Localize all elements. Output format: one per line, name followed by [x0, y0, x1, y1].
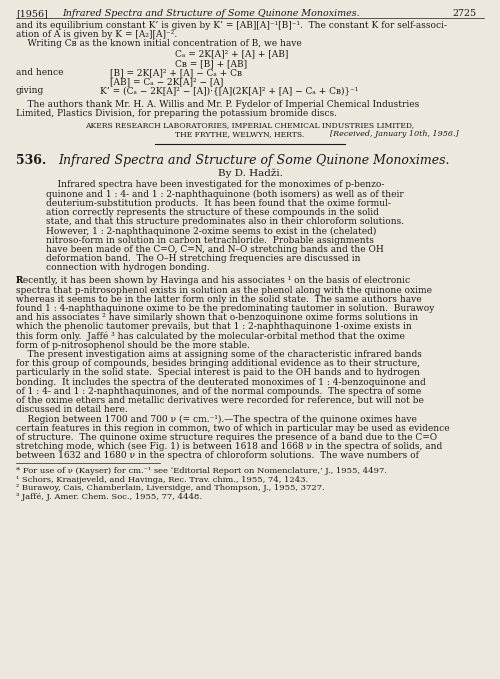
- Text: state, and that this structure predominates also in their chloroform solutions.: state, and that this structure predomina…: [46, 217, 404, 226]
- Text: of 1 : 4- and 1 : 2-naphthaquinones, and of the normal compounds.  The spectra o: of 1 : 4- and 1 : 2-naphthaquinones, and…: [16, 387, 421, 396]
- Text: K’ = (Cₐ − 2K[A]² − [A])·{[A](2K[A]² + [A] − Cₐ + Cʙ)}⁻¹: K’ = (Cₐ − 2K[A]² − [A])·{[A](2K[A]² + […: [100, 86, 358, 96]
- Text: Infrared Spectra and Structure of Some Quinone Monoximes.: Infrared Spectra and Structure of Some Q…: [58, 154, 450, 168]
- Text: ¹ Schors, Kraaijeveld, and Havinga, Rec. Trav. chim., 1955, 74, 1243.: ¹ Schors, Kraaijeveld, and Havinga, Rec.…: [16, 476, 308, 484]
- Text: Limited, Plastics Division, for preparing the potassium bromide discs.: Limited, Plastics Division, for preparin…: [16, 109, 337, 117]
- Text: giving: giving: [16, 86, 44, 96]
- Text: connection with hydrogen bonding.: connection with hydrogen bonding.: [46, 263, 209, 272]
- Text: for this group of compounds, besides bringing additional evidence as to their st: for this group of compounds, besides bri…: [16, 359, 420, 368]
- Text: The present investigation aims at assigning some of the characteristic infrared : The present investigation aims at assign…: [16, 350, 422, 359]
- Text: Infrared Spectra and Structure of Some Quinone Monoximes.: Infrared Spectra and Structure of Some Q…: [62, 9, 360, 18]
- Text: * For use of ν (Kayser) for cm.⁻¹ see ‘Editorial Report on Nomenclature,’ J., 19: * For use of ν (Kayser) for cm.⁻¹ see ‘E…: [16, 467, 387, 475]
- Text: Recently, it has been shown by Havinga and his associates ¹ on the basis of elec: Recently, it has been shown by Havinga a…: [16, 276, 410, 285]
- Text: THE FRYTHE, WELWYN, HERTS.: THE FRYTHE, WELWYN, HERTS.: [175, 130, 304, 139]
- Text: and his associates ² have similarly shown that o-benzoquinone oxime forms soluti: and his associates ² have similarly show…: [16, 313, 418, 323]
- Text: ³ Jaffé, J. Amer. Chem. Soc., 1955, 77, 4448.: ³ Jaffé, J. Amer. Chem. Soc., 1955, 77, …: [16, 493, 202, 501]
- Text: [1956]: [1956]: [16, 9, 48, 18]
- Text: Writing Cʙ as the known initial concentration of B, we have: Writing Cʙ as the known initial concentr…: [16, 39, 302, 48]
- Text: certain features in this region in common, two of which in particular may be use: certain features in this region in commo…: [16, 424, 450, 433]
- Text: Cₐ = 2K[A]² + [A] + [AB]: Cₐ = 2K[A]² + [A] + [AB]: [175, 50, 288, 58]
- Text: which the phenolic tautomer prevails, but that 1 : 2-naphthaquinone 1-oxime exis: which the phenolic tautomer prevails, bu…: [16, 323, 412, 331]
- Text: However, 1 : 2-naphthaquinone 2-oxime seems to exist in the (chelated): However, 1 : 2-naphthaquinone 2-oxime se…: [46, 226, 376, 236]
- Text: By D. Hadži.: By D. Hadži.: [218, 168, 282, 178]
- Text: The authors thank Mr. H. A. Willis and Mr. P. Fydelor of Imperial Chemical Indus: The authors thank Mr. H. A. Willis and M…: [16, 100, 419, 109]
- Text: Region between 1700 and 700 ν (= cm.⁻¹).—The spectra of the quinone oximes have: Region between 1700 and 700 ν (= cm.⁻¹).…: [16, 414, 417, 424]
- Text: AKERS RESEARCH LABORATORIES, IMPERIAL CHEMICAL INDUSTRIES LIMITED,: AKERS RESEARCH LABORATORIES, IMPERIAL CH…: [86, 121, 414, 129]
- Text: [Received, January 10th, 1956.]: [Received, January 10th, 1956.]: [330, 130, 458, 139]
- Text: and hence: and hence: [16, 68, 64, 77]
- Text: [AB] = Cₐ − 2K[A]² − [A]: [AB] = Cₐ − 2K[A]² − [A]: [110, 77, 224, 86]
- Text: whereas it seems to be in the latter form only in the solid state.  The same aut: whereas it seems to be in the latter for…: [16, 295, 422, 304]
- Text: spectra that p-nitrosophenol exists in solution as the phenol along with the qui: spectra that p-nitrosophenol exists in s…: [16, 286, 432, 295]
- Text: deformation band.  The O–H stretching frequencies are discussed in: deformation band. The O–H stretching fre…: [46, 254, 360, 263]
- Text: this form only.  Jaffé ³ has calculated by the molecular-orbital method that the: this form only. Jaffé ³ has calculated b…: [16, 331, 405, 341]
- Text: ation of A is given by K = [A₂][A]⁻².: ation of A is given by K = [A₂][A]⁻².: [16, 30, 177, 39]
- Text: found 1 : 4-naphthaquinone oxime to be the predominating tautomer in solution.  : found 1 : 4-naphthaquinone oxime to be t…: [16, 304, 434, 313]
- Text: between 1632 and 1680 ν in the spectra of chloroform solutions.  The wave number: between 1632 and 1680 ν in the spectra o…: [16, 452, 419, 460]
- Text: form of p-nitrosophenol should be the more stable.: form of p-nitrosophenol should be the mo…: [16, 341, 250, 350]
- Text: [B] = 2K[A]² + [A] − Cₐ + Cʙ: [B] = 2K[A]² + [A] − Cₐ + Cʙ: [110, 68, 242, 77]
- Text: bonding.  It includes the spectra of the deuterated monoximes of 1 : 4-benzoquin: bonding. It includes the spectra of the …: [16, 378, 426, 386]
- Text: of structure.  The quinone oxime structure requires the presence of a band due t: of structure. The quinone oxime structur…: [16, 433, 437, 442]
- Text: stretching mode, which (see Fig. 1) is between 1618 and 1668 ν in the spectra of: stretching mode, which (see Fig. 1) is b…: [16, 442, 442, 451]
- Text: nitroso-form in solution in carbon tetrachloride.  Probable assignments: nitroso-form in solution in carbon tetra…: [46, 236, 374, 244]
- Text: Infrared spectra have been investigated for the monoximes of p-benzo-: Infrared spectra have been investigated …: [46, 181, 384, 189]
- Text: and its equilibrium constant K’ is given by K’ = [AB][A]⁻¹[B]⁻¹.  The constant K: and its equilibrium constant K’ is given…: [16, 21, 447, 30]
- Text: particularly in the solid state.  Special interest is paid to the OH bands and t: particularly in the solid state. Special…: [16, 369, 420, 378]
- Text: R: R: [16, 276, 24, 285]
- Text: ² Burawoy, Cais, Chamberlain, Liversidge, and Thompson, J., 1955, 3727.: ² Burawoy, Cais, Chamberlain, Liversidge…: [16, 484, 324, 492]
- Text: have been made of the C=O, C=N, and N–O stretching bands and the OH: have been made of the C=O, C=N, and N–O …: [46, 245, 384, 254]
- Text: 536.: 536.: [16, 154, 46, 168]
- Text: ation correctly represents the structure of these compounds in the solid: ation correctly represents the structure…: [46, 208, 379, 217]
- Text: discussed in detail here.: discussed in detail here.: [16, 405, 128, 414]
- Text: deuterium-substitution products.  It has been found that the oxime formul-: deuterium-substitution products. It has …: [46, 199, 391, 208]
- Text: 2725: 2725: [452, 9, 476, 18]
- Text: quinone and 1 : 4- and 1 : 2-naphthaquinone (both isomers) as well as of their: quinone and 1 : 4- and 1 : 2-naphthaquin…: [46, 189, 404, 199]
- Text: of the oxime ethers and metallic derivatives were recorded for reference, but wi: of the oxime ethers and metallic derivat…: [16, 396, 424, 405]
- Text: Cʙ = [B] + [AB]: Cʙ = [B] + [AB]: [175, 59, 247, 68]
